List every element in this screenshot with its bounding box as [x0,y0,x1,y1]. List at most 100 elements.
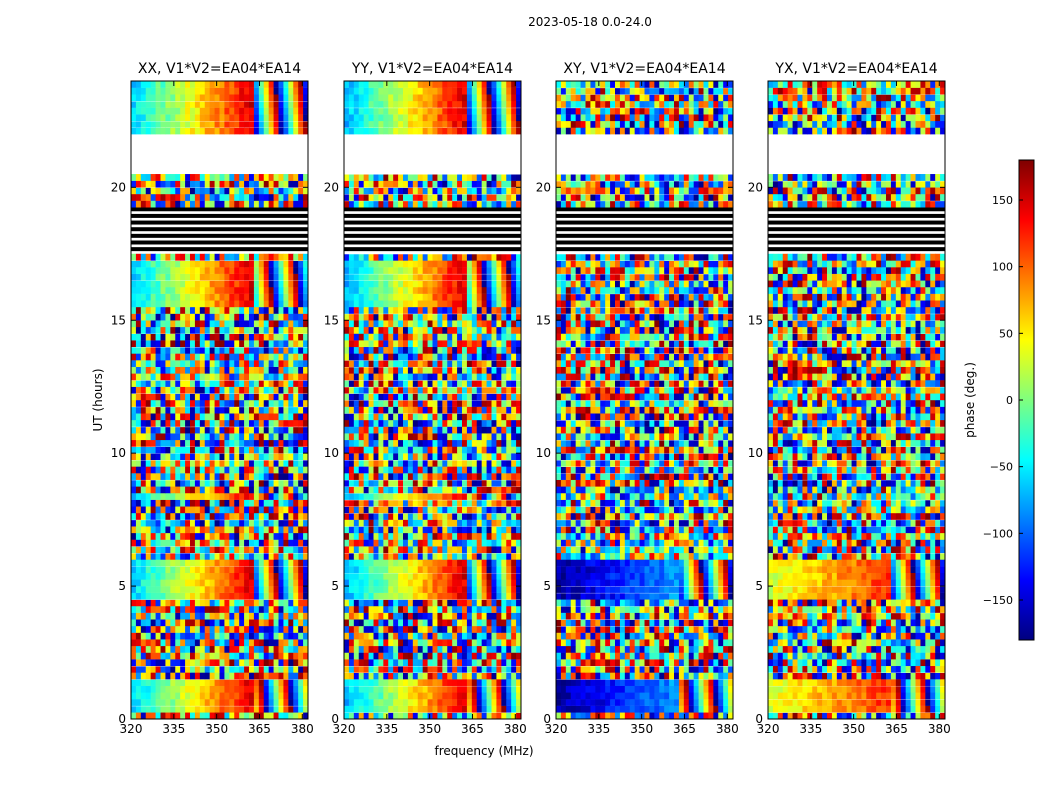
heatmap-cell [253,326,260,334]
heatmap-cell [383,386,389,394]
heatmap-cell [298,100,304,108]
heatmap-cell [407,499,414,507]
heatmap-cell [224,386,230,394]
heatmap-cell [214,652,220,660]
heatmap-cell [481,705,487,713]
heatmap-cell [476,466,483,474]
heatmap-cell [393,466,399,474]
heatmap-cell [476,692,483,700]
heatmap-cell [244,120,250,128]
heatmap-cell [185,107,191,115]
heatmap-cell [131,174,137,181]
heatmap-cell [165,532,171,540]
heatmap-cell [175,107,181,115]
heatmap-cell [378,532,384,540]
heatmap-cell [363,606,369,613]
heatmap-cell [160,546,166,554]
heatmap-cell [135,353,142,361]
heatmap-cell [165,473,171,480]
heatmap-cell [190,200,196,208]
heatmap-cell [422,619,428,627]
heatmap-cell [422,645,428,653]
heatmap-cell [258,300,265,308]
heatmap-cell [481,612,487,620]
heatmap-cell [511,692,517,700]
heatmap-cell [170,174,176,181]
heatmap-cell [155,652,161,660]
heatmap-cell [368,659,374,667]
heatmap-cell [293,260,299,268]
heatmap-cell [145,174,152,181]
heatmap-cell [344,426,350,434]
heatmap-cell [363,712,369,720]
heatmap-cell [298,659,304,667]
heatmap-cell [344,645,350,653]
heatmap-cell [194,679,201,686]
heatmap-cell [344,373,350,381]
heatmap-cell [209,493,215,500]
heatmap-cell [462,466,468,474]
heatmap-cell [135,559,142,567]
heatmap-cell [437,592,443,600]
heatmap-cell [476,393,483,401]
heatmap-cell [288,300,294,308]
heatmap-cell [442,639,448,647]
heatmap-cell [253,705,260,713]
heatmap-cell [160,705,166,713]
heatmap-cell [219,473,225,480]
heatmap-cell [199,499,206,507]
heatmap-cell [145,659,152,667]
heatmap-cell [437,393,443,401]
heatmap-cell [348,639,355,647]
heatmap-cell [185,114,191,122]
heatmap-cell [175,446,181,454]
heatmap-cell [293,340,299,348]
heatmap-cell [150,639,156,647]
heatmap-cell [229,94,235,102]
heatmap-cell [466,386,473,394]
heatmap-cell [135,619,142,627]
heatmap-cell [288,499,294,507]
heatmap-cell [214,253,220,261]
heatmap-cell [194,659,201,667]
heatmap-cell [263,552,270,560]
heatmap-cell [486,612,492,620]
heatmap-cell [199,532,206,540]
heatmap-cell [209,360,215,367]
heatmap-cell [407,439,414,447]
heatmap-cell [131,652,137,660]
heatmap-cell [199,665,206,673]
heatmap-cell [422,606,428,613]
heatmap-cell [288,572,294,580]
heatmap-cell [175,267,181,274]
heatmap-cell [249,639,255,647]
heatmap-cell [234,267,240,274]
heatmap-cell [145,300,152,308]
heatmap-cell [160,659,166,667]
heatmap-cell [422,652,428,660]
heatmap-cell [466,526,473,534]
heatmap-cell [180,193,186,201]
heatmap-cell [131,114,137,122]
heatmap-cell [481,459,487,467]
heatmap-cell [244,672,250,680]
heatmap-cell [234,473,240,480]
heatmap-cell [432,639,438,647]
heatmap-cell [471,659,478,667]
heatmap-cell [239,353,245,361]
heatmap-cell [368,685,374,693]
heatmap-cell [442,446,448,454]
heatmap-cell [432,712,438,720]
heatmap-cell [368,400,374,407]
heatmap-cell [358,386,365,394]
heatmap-cell [363,679,369,686]
heatmap-cell [417,426,424,434]
heatmap-cell [447,632,453,640]
heatmap-cell [278,559,284,567]
heatmap-cell [145,114,152,122]
heatmap-cell [283,532,289,540]
heatmap-cell [516,446,522,454]
heatmap-cell [422,406,428,414]
heatmap-cell [417,592,424,600]
heatmap-cell [486,426,492,434]
